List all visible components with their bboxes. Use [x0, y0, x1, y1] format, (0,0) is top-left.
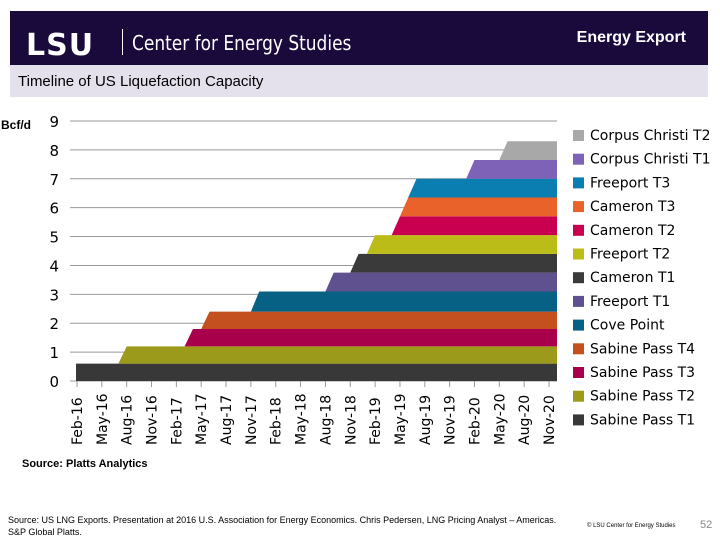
legend-swatch [573, 248, 584, 260]
x-tick-label: Feb-20 [467, 397, 483, 445]
legend-swatch [573, 177, 584, 189]
y-tick-label: 2 [49, 315, 59, 333]
y-tick-label: 5 [49, 229, 59, 247]
x-tick-label: May-20 [492, 393, 508, 445]
y-tick-label: 9 [49, 113, 59, 131]
area-freeport-t1 [325, 272, 557, 292]
slide-title: Timeline of US Liquefaction Capacity [18, 73, 264, 90]
legend-swatch [573, 224, 584, 236]
y-tick-label: 6 [49, 200, 59, 218]
legend-swatch [573, 390, 584, 402]
y-tick-label: 1 [49, 344, 59, 362]
y-tick-label: 8 [49, 142, 59, 160]
legend-swatch [573, 272, 584, 284]
x-tick-label: Nov-16 [145, 395, 161, 445]
subtitle-bar: Timeline of US Liquefaction Capacity [10, 65, 708, 97]
footer-source: Source: US LNG Exports. Presentation at … [8, 514, 556, 538]
area-cove-point [250, 291, 558, 312]
x-tick-label: Nov-17 [244, 395, 260, 445]
legend-swatch [573, 153, 584, 165]
page-number: 52 [700, 519, 713, 531]
legend-label: Cameron T3 [590, 199, 675, 215]
legend-label: Cove Point [590, 318, 665, 334]
legend-label: Sabine Pass T3 [590, 365, 695, 381]
area-corpus-christi-t2 [499, 141, 557, 160]
x-tick-label: Aug-18 [318, 395, 334, 445]
legend-swatch [573, 295, 584, 307]
y-tick-label: 3 [49, 286, 59, 304]
area-sabine-pass-t1 [76, 363, 557, 381]
area-sabine-pass-t3 [184, 329, 558, 347]
legend-swatch [573, 343, 584, 355]
x-tick-label: May-16 [95, 393, 111, 445]
org-name: Center for Energy Studies [132, 31, 352, 55]
x-tick-label: Aug-19 [418, 395, 434, 445]
legend-swatch [573, 201, 584, 213]
x-tick-label: Feb-17 [169, 397, 185, 445]
area-freeport-t3 [408, 178, 557, 198]
area-cameron-t3 [399, 197, 557, 217]
x-tick-label: Nov-18 [343, 395, 359, 445]
x-tick-label: May-19 [393, 393, 409, 445]
area-cameron-t2 [391, 216, 557, 236]
area-corpus-christi-t1 [466, 160, 557, 179]
legend-swatch [573, 414, 584, 426]
divider [122, 29, 123, 55]
legend-label: Sabine Pass T4 [590, 341, 695, 357]
legend-label: Freeport T1 [590, 294, 670, 310]
lsu-logo: LSU [26, 28, 95, 63]
legend-label: Cameron T1 [590, 270, 675, 286]
footer-source-line1: Source: US LNG Exports. Presentation at … [8, 515, 557, 525]
x-tick-label: Aug-17 [219, 395, 235, 445]
legend-label: Cameron T2 [590, 223, 675, 239]
x-tick-label: Feb-18 [269, 397, 285, 445]
x-tick-label: Nov-19 [443, 395, 459, 445]
section-title: Energy Export [576, 29, 686, 46]
legend-label: Corpus Christi T2 [590, 128, 710, 144]
area-freeport-t2 [366, 235, 557, 254]
x-tick-label: Aug-20 [517, 395, 533, 445]
chart-source: Source: Platts Analytics [22, 458, 148, 470]
x-tick-label: May-17 [194, 393, 210, 445]
y-tick-label: 4 [49, 257, 59, 275]
y-tick-label: 0 [49, 373, 59, 391]
x-tick-label: May-18 [294, 393, 310, 445]
legend-label: Sabine Pass T1 [590, 412, 695, 428]
x-tick-label: Feb-16 [70, 397, 86, 445]
area-cameron-t1 [350, 253, 557, 273]
legend-swatch [573, 367, 584, 378]
legend-label: Sabine Pass T2 [590, 389, 695, 405]
y-tick-label: 7 [49, 171, 59, 189]
legend-label: Freeport T3 [590, 175, 670, 191]
x-tick-label: Nov-20 [542, 395, 558, 445]
copyright: © LSU Center for Energy Studies [587, 523, 676, 529]
y-axis-label: Bcf/d [1, 118, 31, 132]
legend-label: Corpus Christi T1 [590, 152, 710, 168]
legend-swatch [573, 319, 584, 331]
area-sabine-pass-t2 [118, 346, 558, 364]
footer-source-line2: S&P Global Platts. [8, 527, 82, 537]
x-tick-label: Feb-19 [368, 397, 384, 445]
legend-swatch [573, 130, 584, 141]
x-tick-label: Aug-16 [120, 395, 136, 445]
area-sabine-pass-t4 [201, 311, 558, 329]
header-bar: LSU Center for Energy Studies Energy Exp… [10, 11, 708, 65]
legend-label: Freeport T2 [590, 247, 670, 263]
